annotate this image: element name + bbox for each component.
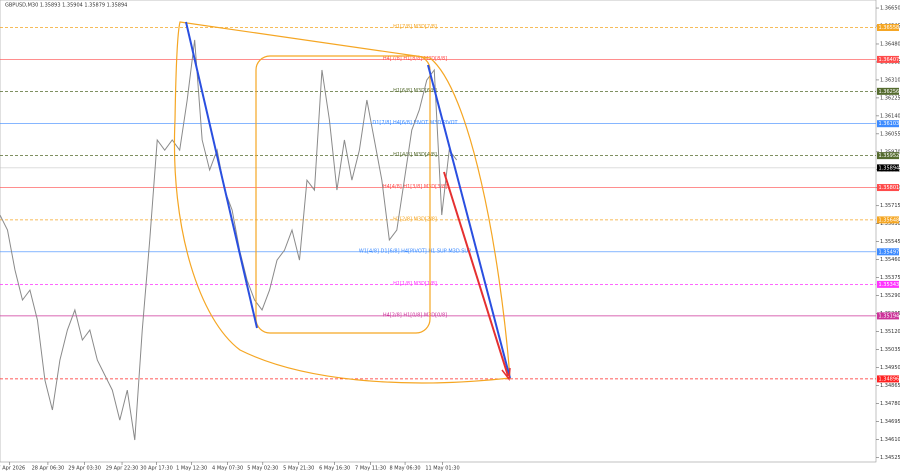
level-label: W1[4/8] D1[6/8] H4[PIVOT] H1 SUP M3D SUP xyxy=(359,248,471,254)
x-tick-label: 27 Apr 2026 xyxy=(0,466,25,472)
price-box xyxy=(877,312,899,320)
x-tick-label: 4 May 07:30 xyxy=(212,466,243,472)
price-box-label: 1.34896 xyxy=(879,376,900,382)
y-tick-label: 1.36480 xyxy=(880,41,900,47)
x-tick-label: 1 May 12:30 xyxy=(176,466,207,472)
price-box xyxy=(877,152,899,160)
orange-ellipse xyxy=(173,21,511,384)
price-box-label: 1.36558 xyxy=(879,25,900,31)
current-price-box xyxy=(877,164,899,172)
plot-area xyxy=(0,0,877,463)
level-label: D1[7/8] H4[6/8] PIVOT M3D PIVOT xyxy=(372,120,458,126)
y-tick-label: 1.34780 xyxy=(880,401,900,407)
x-tick-label: 6 May 16:30 xyxy=(319,466,350,472)
price-box-label: 1.35497 xyxy=(879,249,900,255)
y-tick-label: 1.35375 xyxy=(880,275,900,281)
red-arrow xyxy=(443,171,509,377)
level-label: H1[2/8] M3D[2/8] xyxy=(393,216,437,222)
y-tick-label: 1.34610 xyxy=(880,437,900,443)
x-tick-label: 7 May 11:30 xyxy=(355,466,386,472)
level-label: H1[7/8] M3D[7/8] xyxy=(393,24,437,30)
price-box xyxy=(877,248,899,256)
price-line xyxy=(0,39,458,441)
y-tick-label: 1.35460 xyxy=(880,257,900,263)
y-tick-label: 1.35290 xyxy=(880,293,900,299)
y-tick-label: 1.35715 xyxy=(880,203,900,209)
level-label: H4[7/8] H1[8/8] M3D[8/8] xyxy=(383,56,447,62)
y-tick-label: 1.35545 xyxy=(880,239,900,245)
price-box-label: 1.35952 xyxy=(879,153,900,159)
y-tick-label: 1.35120 xyxy=(880,329,900,335)
y-tick-label: 1.34865 xyxy=(880,383,900,389)
x-tick-label: 5 May 02:30 xyxy=(247,466,278,472)
level-label: H4[2/8] H1[0/8] M3D[0/8] xyxy=(383,312,447,318)
current-price-label: 1.35894 xyxy=(879,165,900,171)
blue-trendline xyxy=(185,21,258,329)
level-label: H1[1/8] M3D[1/8] xyxy=(393,281,437,287)
y-tick-label: 1.36650 xyxy=(880,6,900,12)
price-box xyxy=(877,184,899,192)
y-tick-label: 1.36140 xyxy=(880,113,900,119)
y-tick-label: 1.34695 xyxy=(880,419,900,425)
y-tick-label: 1.34525 xyxy=(880,455,900,461)
y-tick-label: 1.35630 xyxy=(880,221,900,227)
price-box xyxy=(877,375,899,383)
price-box xyxy=(877,280,899,288)
arrow-head xyxy=(501,367,511,381)
level-label: H4[4/8] H1[3/8] M3D[3/8] xyxy=(383,184,447,190)
price-box-label: 1.36256 xyxy=(879,89,900,95)
price-box xyxy=(877,120,899,128)
x-tick-label: 30 Apr 17:30 xyxy=(140,466,173,472)
x-tick-label: 28 Apr 06:30 xyxy=(32,466,65,472)
level-label: H1[6/8] M3D[6/8] xyxy=(393,88,437,94)
price-box-label: 1.36103 xyxy=(879,121,900,127)
drawings xyxy=(173,21,511,384)
x-tick-label: 29 Apr 03:30 xyxy=(68,466,101,472)
price-box-label: 1.36407 xyxy=(879,57,900,63)
x-tick-label: 8 May 06:30 xyxy=(390,466,421,472)
y-tick-label: 1.36310 xyxy=(880,77,900,83)
price-box-label: 1.35801 xyxy=(879,185,900,191)
price-box-label: 1.35194 xyxy=(879,313,900,319)
x-tick-label: 11 May 01:30 xyxy=(425,466,459,472)
y-tick-label: 1.34950 xyxy=(880,365,900,371)
y-tick-label: 1.35035 xyxy=(880,347,900,353)
price-box-label: 1.35648 xyxy=(879,217,900,223)
x-tick-label: 29 Apr 22:30 xyxy=(106,466,139,472)
y-tick-label: 1.36055 xyxy=(880,131,900,137)
price-box xyxy=(877,87,899,95)
price-box xyxy=(877,23,899,31)
x-tick-label: 5 May 21:30 xyxy=(283,466,314,472)
y-tick-label: 1.36225 xyxy=(880,95,900,101)
level-label: H1[4/8] M3D[4/8] xyxy=(393,152,437,158)
chart-title: GBPUSD,M30 1.35893 1.35904 1.35879 1.358… xyxy=(5,3,127,9)
blue-trendline xyxy=(427,64,511,379)
price-box xyxy=(877,216,899,224)
price-box-label: 1.35343 xyxy=(879,282,900,288)
price-box xyxy=(877,55,899,63)
orange-box xyxy=(255,55,431,334)
